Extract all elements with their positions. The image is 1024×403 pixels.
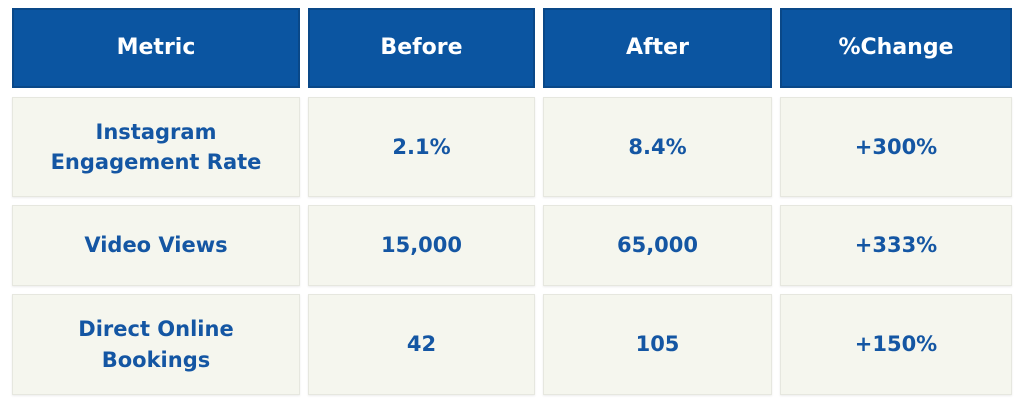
value-cell: 42: [308, 294, 535, 395]
header-cell: Metric: [12, 8, 300, 88]
value-cell: 105: [543, 294, 772, 395]
header-cell: After: [543, 8, 772, 88]
value-cell: 2.1%: [308, 97, 535, 197]
value-cell: 15,000: [308, 205, 535, 286]
header-cell: Before: [308, 8, 535, 88]
value-cell: 8.4%: [543, 97, 772, 197]
header-cell: %Change: [780, 8, 1012, 88]
metric-cell: Direct Online Bookings: [12, 294, 300, 395]
metric-cell: Video Views: [12, 205, 300, 286]
value-cell: +333%: [780, 205, 1012, 286]
value-cell: 65,000: [543, 205, 772, 286]
metric-cell: Instagram Engagement Rate: [12, 97, 300, 197]
value-cell: +150%: [780, 294, 1012, 395]
value-cell: +300%: [780, 97, 1012, 197]
